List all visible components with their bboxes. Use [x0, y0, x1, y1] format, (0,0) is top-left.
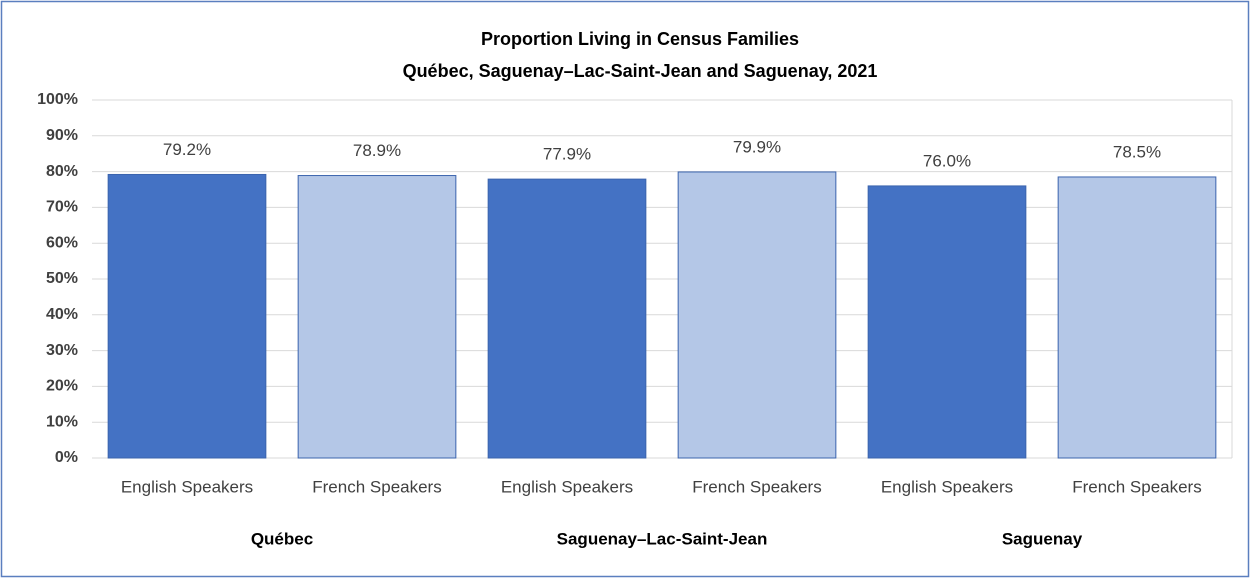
group-label: Saguenay–Lac-Saint-Jean — [557, 529, 768, 548]
x-tick-label: French Speakers — [312, 477, 441, 496]
data-label: 78.5% — [1113, 142, 1161, 161]
bar — [297, 175, 457, 459]
bar — [1057, 176, 1217, 459]
data-label: 79.2% — [163, 140, 211, 159]
chart-title: Proportion Living in Census Families — [481, 29, 799, 49]
x-tick-label: English Speakers — [501, 477, 633, 496]
y-tick-label: 20% — [46, 378, 78, 395]
x-tick-label: English Speakers — [881, 477, 1013, 496]
y-tick-label: 60% — [46, 234, 78, 251]
y-tick-label: 90% — [46, 127, 78, 144]
y-tick-label: 10% — [46, 413, 78, 430]
y-tick-label: 80% — [46, 163, 78, 180]
group-label: Québec — [251, 529, 313, 548]
chart-subtitle: Québec, Saguenay–Lac-Saint-Jean and Sagu… — [403, 61, 878, 81]
y-tick-label: 70% — [46, 199, 78, 216]
data-label: 79.9% — [733, 137, 781, 156]
data-label: 76.0% — [923, 151, 971, 170]
bar — [867, 185, 1027, 459]
bar — [107, 173, 267, 459]
bar — [487, 178, 647, 459]
group-label: Saguenay — [1002, 529, 1083, 548]
y-tick-label: 50% — [46, 270, 78, 287]
bar — [677, 171, 837, 459]
y-tick-label: 40% — [46, 306, 78, 323]
x-tick-label: English Speakers — [121, 477, 253, 496]
x-tick-label: French Speakers — [692, 477, 821, 496]
y-tick-label: 100% — [37, 91, 78, 108]
y-tick-label: 30% — [46, 342, 78, 359]
y-tick-label: 0% — [55, 449, 78, 466]
data-label: 78.9% — [353, 141, 401, 160]
x-tick-label: French Speakers — [1072, 477, 1201, 496]
data-label: 77.9% — [543, 145, 591, 164]
